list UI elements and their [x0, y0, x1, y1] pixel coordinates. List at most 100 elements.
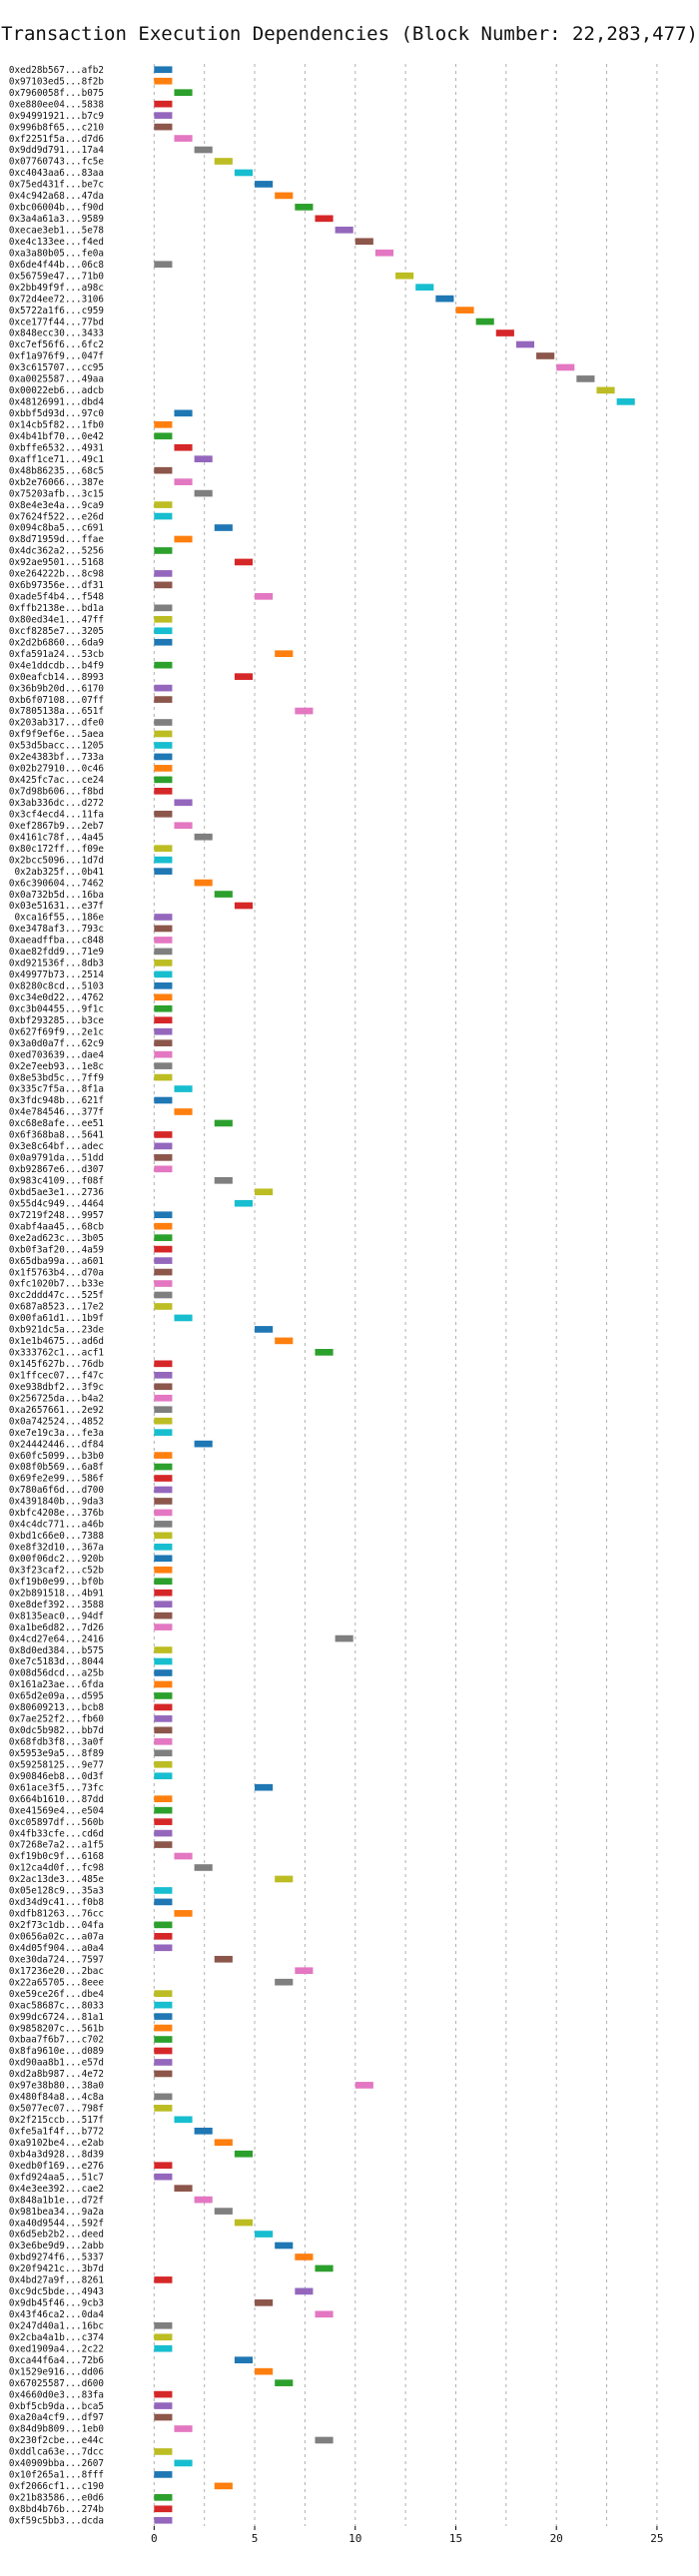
transaction-bar	[154, 1406, 173, 1414]
transaction-label: 0x4391840b...9da3	[9, 1497, 104, 1508]
transaction-label: 0xc9dc5bde...4943	[9, 2286, 104, 2297]
transaction-label: 0x4161c78f...4a45	[9, 832, 104, 843]
transaction-bar	[154, 1680, 173, 1688]
transaction-label: 0x14cb5f82...1fb0	[9, 419, 104, 430]
transaction-bar	[174, 1108, 193, 1115]
transaction-bar	[455, 307, 474, 314]
transaction-label: 0xabf4aa45...68cb	[9, 1221, 105, 1232]
transaction-bar	[154, 627, 173, 635]
y-tick-labels: 0xed28b567...afb20x97103ed5...8f2b0x7960…	[9, 65, 105, 2527]
transaction-label: 0x4fb33cfe...cd6d	[9, 1828, 104, 1839]
transaction-bar	[154, 1806, 173, 1814]
transaction-bar	[255, 2231, 274, 2238]
transaction-label: 0x65dba99a...a601	[9, 1256, 104, 1267]
transaction-label: 0xb2e76066...387e	[9, 477, 105, 488]
transaction-label: 0x1529e916...dd06	[9, 2366, 104, 2377]
transaction-label: 0x3fdc948b...621f	[9, 1095, 104, 1106]
transaction-label: 0xe7c5183d...8044	[9, 1656, 105, 1667]
transaction-label: 0xe7e19c3a...fe3a	[9, 1428, 104, 1439]
transaction-label: 0x0eafcb14...8993	[9, 672, 104, 683]
transaction-bar	[154, 1429, 173, 1436]
transaction-bar	[174, 1314, 193, 1322]
transaction-label: 0x49977b73...2514	[9, 969, 105, 980]
transaction-bar	[154, 970, 173, 978]
transaction-label: 0xc05897df...560b	[9, 1817, 105, 1828]
transaction-label: 0xbfc4208e...376b	[9, 1508, 105, 1519]
transaction-label: 0x7219f248...9957	[9, 1210, 104, 1221]
transaction-label: 0xcf8285e7...3205	[9, 626, 104, 637]
transaction-bar	[154, 1601, 173, 1609]
transaction-bar	[154, 77, 173, 85]
transaction-bar	[214, 158, 233, 165]
transaction-bar	[154, 868, 173, 875]
transaction-label: 0xb92867e6...d307	[9, 1164, 104, 1175]
transaction-label: 0xbaa7f6b7...c702	[9, 2035, 104, 2046]
transaction-bar	[154, 1475, 173, 1482]
transaction-bar	[154, 993, 173, 1001]
transaction-label: 0xbf5cb9da...bca5	[9, 2401, 104, 2412]
transaction-label: 0x161a23ae...6fda	[9, 1679, 104, 1690]
transaction-label: 0x8e4e3e4a...9ca9	[9, 500, 104, 511]
transaction-label: 0xe8def392...3588	[9, 1600, 104, 1610]
transaction-label: 0x6f368ba8...5641	[9, 1130, 104, 1141]
transaction-label: 0x3a4a61a3...9589	[9, 214, 104, 225]
transaction-label: 0x9858207c...561b	[9, 2023, 105, 2034]
transaction-label: 0xae82fdd9...71e9	[9, 947, 104, 958]
transaction-label: 0x00f06dc2...920b	[9, 1554, 105, 1565]
transaction-label: 0x0656a02c...a07a	[9, 1932, 104, 1943]
transaction-label: 0x7624f522...e26d	[9, 511, 104, 522]
transaction-bar	[154, 1829, 173, 1837]
transaction-bar	[154, 1657, 173, 1665]
transaction-bar	[154, 960, 173, 966]
transaction-bar	[154, 100, 173, 108]
transaction-label: 0x8d0ed384...b575	[9, 1645, 104, 1656]
transaction-bar	[154, 1280, 173, 1287]
transaction-label: 0x256725da...b4a2	[9, 1393, 104, 1404]
transaction-bar	[154, 1692, 173, 1699]
transaction-label: 0x4e3ee392...cae2	[9, 2184, 104, 2195]
transaction-bar	[214, 1955, 233, 1963]
transaction-label: 0x69fe2e99...586f	[9, 1474, 104, 1485]
transaction-label: 0x80609213...bcb8	[9, 1702, 104, 1713]
transaction-label: 0x84d9b809...1eb0	[9, 2424, 104, 2435]
transaction-bar	[154, 2070, 173, 2078]
transaction-bar	[154, 1772, 173, 1780]
transaction-label: 0x0a742524...4852	[9, 1416, 104, 1427]
transaction-label: 0x425fc7ac...ce24	[9, 775, 105, 786]
transaction-bar	[154, 638, 173, 646]
transaction-bar	[234, 2150, 254, 2158]
transaction-bar	[154, 948, 173, 956]
transaction-bar	[154, 1303, 173, 1310]
transaction-bar	[194, 489, 213, 497]
transaction-label: 0x68fdb3f8...3a0f	[9, 1737, 104, 1748]
transaction-bar	[154, 2162, 173, 2170]
transaction-label: 0xc34e0d22...4762	[9, 992, 104, 1003]
transaction-bar	[255, 593, 274, 600]
transaction-bar	[154, 1154, 173, 1161]
transaction-bar	[174, 478, 193, 485]
transaction-bar	[154, 1257, 173, 1264]
transaction-bar	[556, 363, 575, 371]
transaction-bar	[154, 1360, 173, 1368]
transaction-label: 0xbffe6532...4931	[9, 442, 104, 453]
transaction-bar	[154, 1463, 173, 1471]
transaction-label: 0xb0f3af20...4a59	[9, 1244, 104, 1255]
transaction-label: 0xd34d9c41...f0b8	[9, 1897, 104, 1908]
transaction-label: 0x247d40a1...16bc	[9, 2320, 104, 2331]
transaction-bar	[154, 2516, 173, 2524]
transaction-label: 0xa3a80b05...fe0a	[9, 248, 104, 259]
transaction-label: 0xbd5ae3e1...2736	[9, 1187, 104, 1198]
transaction-bar	[174, 409, 193, 417]
transaction-label: 0x5077ec07...798f	[9, 2104, 104, 2115]
transaction-label: 0x56759e47...71b0	[9, 271, 104, 282]
transaction-bar	[154, 730, 173, 738]
transaction-bar	[154, 1921, 173, 1929]
transaction-bar	[154, 2402, 173, 2409]
transaction-bar	[154, 925, 173, 933]
transaction-bar	[174, 443, 193, 451]
transaction-bar	[234, 2219, 254, 2227]
transaction-label: 0xe2ad623c...3b05	[9, 1233, 104, 1244]
transaction-label: 0x43f46ca2...0da4	[9, 2309, 105, 2320]
transaction-bar	[255, 1326, 274, 1333]
transaction-label: 0xedb0f169...e276	[9, 2161, 104, 2172]
